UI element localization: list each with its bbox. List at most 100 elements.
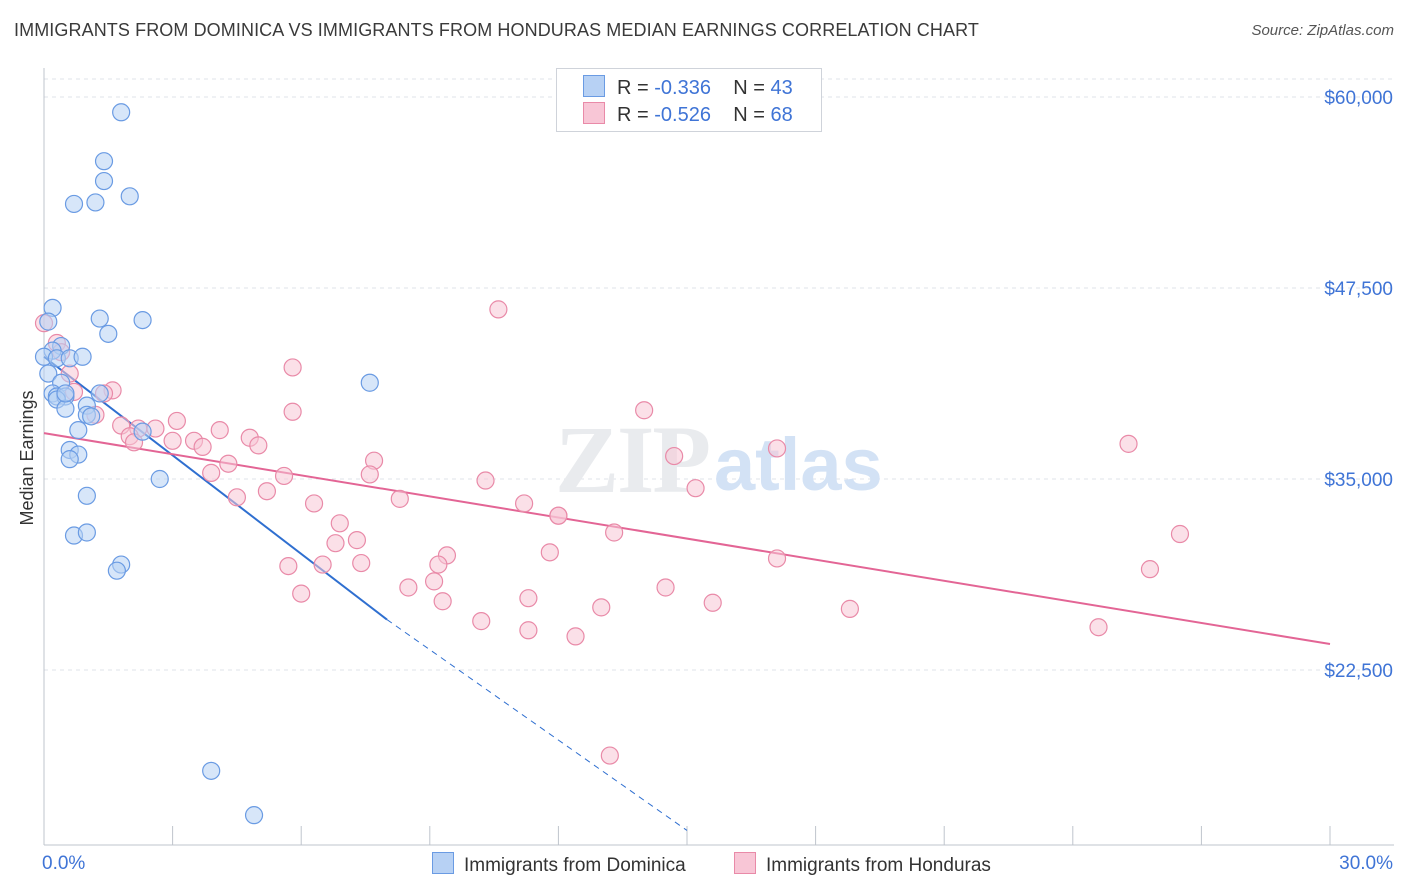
data-point-pink — [1170, 524, 1190, 544]
data-point-pink — [549, 506, 568, 525]
data-points — [34, 103, 1190, 825]
data-point-pink — [304, 494, 324, 513]
legend-swatch-blue — [432, 852, 454, 874]
data-point-pink — [540, 543, 559, 562]
data-point-pink — [519, 621, 538, 640]
legend-swatch-pink — [583, 102, 605, 124]
data-point-pink — [656, 578, 675, 597]
n-value: 68 — [770, 104, 793, 126]
data-point-pink — [274, 466, 294, 486]
data-point-pink — [686, 479, 705, 498]
data-point-pink — [313, 555, 332, 574]
data-point-pink — [163, 431, 182, 450]
data-point-pink — [167, 411, 186, 431]
y-tick-label: $60,000 — [1324, 88, 1393, 109]
watermark-zip: ZIP — [555, 406, 709, 513]
data-point-blue — [94, 152, 114, 171]
data-point-pink — [279, 556, 298, 576]
data-point-pink — [360, 465, 379, 484]
r-value: -0.526 — [654, 104, 711, 126]
data-point-pink — [840, 599, 859, 618]
data-point-blue — [77, 486, 96, 505]
chart-title: IMMIGRANTS FROM DOMINICA VS IMMIGRANTS F… — [14, 20, 979, 40]
data-point-pink — [330, 514, 349, 533]
data-point-pink — [249, 436, 268, 455]
data-point-pink — [352, 553, 371, 573]
data-point-pink — [472, 612, 491, 631]
data-point-pink — [399, 578, 418, 597]
legend-label-dominica: Immigrants from Dominica — [464, 855, 686, 876]
data-point-pink — [767, 439, 787, 458]
data-point-blue — [90, 384, 109, 403]
data-point-blue — [56, 399, 75, 418]
data-point-pink — [283, 402, 302, 421]
r-label: R = — [617, 77, 649, 99]
data-point-blue — [133, 310, 152, 330]
data-point-blue — [69, 421, 88, 440]
data-point-blue — [99, 324, 118, 343]
data-point-blue — [112, 103, 131, 122]
data-point-blue — [244, 806, 264, 825]
x-tick-label-min: 0.0% — [42, 853, 85, 874]
data-point-blue — [82, 407, 101, 426]
data-point-pink — [566, 627, 585, 646]
r-value: -0.336 — [654, 77, 711, 99]
data-point-blue — [120, 187, 139, 206]
stats-legend-row-honduras: R = -0.526 N = 68 — [583, 102, 793, 128]
axis-labels: $22,500 $35,000 $47,500 $60,000 0.0% 30.0% Med… — [17, 88, 1393, 874]
legend-label-honduras: Immigrants from Honduras — [766, 855, 991, 876]
data-point-pink — [429, 555, 448, 574]
data-point-pink — [424, 572, 444, 591]
data-point-pink — [476, 471, 495, 490]
data-point-pink — [767, 549, 787, 568]
n-value: 43 — [770, 77, 793, 99]
data-point-pink — [489, 300, 508, 319]
data-point-blue — [56, 384, 75, 403]
data-point-pink — [1140, 560, 1160, 579]
data-point-blue — [150, 469, 169, 489]
data-point-blue — [90, 309, 109, 328]
data-point-pink — [635, 401, 654, 420]
data-point-pink — [193, 437, 212, 457]
data-point-pink — [390, 489, 409, 508]
data-point-pink — [600, 746, 619, 765]
legend-swatch-pink — [734, 852, 756, 874]
stats-legend-row-dominica: R = -0.336 N = 43 — [583, 75, 793, 101]
legend-swatch-blue — [583, 75, 605, 97]
data-point-pink — [433, 592, 452, 611]
data-point-pink — [257, 482, 277, 501]
data-point-blue — [77, 523, 96, 542]
watermark: ZIP atlas — [555, 406, 883, 513]
data-point-pink — [227, 488, 246, 507]
legend-item-honduras: Immigrants from Honduras — [734, 852, 991, 877]
data-point-pink — [605, 523, 624, 542]
data-point-pink — [283, 358, 302, 377]
data-point-pink — [347, 531, 367, 550]
r-label: R = — [617, 104, 649, 126]
trend-line-honduras — [43, 432, 1331, 646]
y-axis-title: Median Earnings — [17, 390, 37, 525]
data-point-blue — [133, 422, 152, 441]
data-point-blue — [86, 193, 105, 212]
data-point-pink — [703, 593, 722, 612]
axes — [43, 68, 1394, 846]
y-tick-label: $22,500 — [1324, 661, 1393, 682]
y-tick-label: $35,000 — [1324, 470, 1393, 491]
source-label: Source: ZipAtlas.com — [1251, 22, 1394, 39]
data-point-pink — [210, 421, 229, 440]
gridlines — [44, 78, 1394, 671]
data-point-blue — [73, 347, 92, 366]
trend-line-dominica-extension — [386, 619, 688, 831]
n-label: N = — [733, 77, 765, 99]
data-point-blue — [107, 561, 126, 580]
data-point-pink — [592, 598, 611, 617]
n-label: N = — [733, 104, 765, 126]
legend-item-dominica: Immigrants from Dominica — [432, 852, 686, 877]
data-point-pink — [1119, 434, 1138, 453]
data-point-blue — [360, 373, 379, 392]
data-point-pink — [1089, 618, 1108, 637]
y-tick-label: $47,500 — [1324, 279, 1393, 300]
data-point-blue — [64, 194, 84, 214]
x-tick-label-max: 30.0% — [1339, 853, 1393, 874]
